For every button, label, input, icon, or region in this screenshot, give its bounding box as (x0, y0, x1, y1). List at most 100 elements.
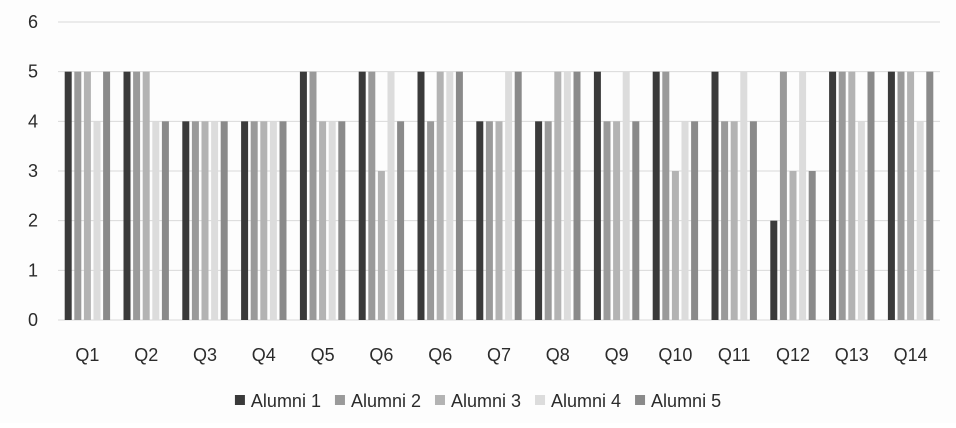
bar-alumni-2-q7 (485, 121, 493, 320)
bar-alumni-3-q3 (201, 121, 209, 320)
bar-alumni-2-q10 (662, 71, 670, 321)
y-tick-label: 4 (28, 111, 38, 131)
x-category-label: Q13 (835, 345, 869, 365)
bar-alumni-1-q2 (123, 71, 131, 321)
bar-alumni-5-q6 (397, 121, 405, 320)
bar-alumni-5-q6 (455, 71, 463, 321)
bar-alumni-2-q2 (133, 71, 141, 321)
bar-alumni-1-q12 (770, 220, 778, 320)
x-category-label: Q8 (546, 345, 570, 365)
bar-alumni-1-q6 (358, 71, 366, 321)
bar-alumni-4-q6 (446, 71, 454, 321)
legend-label-alumni-4: Alumni 4 (551, 391, 621, 411)
bar-alumni-5-q9 (632, 121, 640, 320)
bar-alumni-1-q11 (711, 71, 719, 321)
bar-alumni-1-q13 (829, 71, 837, 321)
x-category-label: Q1 (75, 345, 99, 365)
bar-alumni-4-q13 (857, 121, 865, 320)
x-category-label: Q6 (428, 345, 452, 365)
bar-alumni-4-q4 (269, 121, 277, 320)
y-tick-label: 0 (28, 310, 38, 330)
bar-alumni-2-q8 (544, 121, 552, 320)
x-category-label: Q2 (134, 345, 158, 365)
legend-swatch-alumni-2 (334, 395, 345, 405)
bar-alumni-2-q6 (368, 71, 376, 321)
bar-alumni-3-q4 (260, 121, 268, 320)
bar-alumni-2-q11 (721, 121, 729, 320)
bar-alumni-5-q10 (691, 121, 699, 320)
legend-label-alumni-3: Alumni 3 (451, 391, 521, 411)
bar-alumni-1-q5 (299, 71, 307, 321)
bar-alumni-2-q1 (74, 71, 82, 321)
bar-alumni-3-q11 (730, 121, 738, 320)
bar-alumni-1-q3 (182, 121, 190, 320)
bar-alumni-1-q8 (535, 121, 543, 320)
bar-alumni-5-q11 (749, 121, 757, 320)
bar-alumni-2-q4 (250, 121, 258, 320)
bar-alumni-2-q6 (427, 121, 435, 320)
x-category-label: Q7 (487, 345, 511, 365)
x-category-label: Q5 (311, 345, 335, 365)
x-axis-categories: Q1 Q2 Q3 Q4 Q5 Q6 Q6 Q7 Q8 Q9 Q10 Q11 Q12 Q13 Q14 (75, 345, 927, 365)
bar-alumni-4-q5 (328, 121, 336, 320)
bar-alumni-1-q7 (476, 121, 484, 320)
bar-alumni-3-q9 (613, 121, 621, 320)
x-category-label: Q11 (718, 345, 751, 365)
bar-alumni-2-q5 (309, 71, 317, 321)
bar-alumni-2-q3 (191, 121, 199, 320)
bar-alumni-4-q2 (152, 121, 160, 320)
bar-alumni-2-q14 (897, 71, 905, 321)
bar-alumni-4-q11 (740, 71, 748, 321)
legend: Alumni 1 Alumni 2 Alumni 3 Alumni 4 Alumni 5 (234, 391, 721, 411)
bar-alumni-5-q4 (279, 121, 287, 320)
x-category-label: Q12 (776, 345, 810, 365)
legend-label-alumni-2: Alumni 2 (351, 391, 421, 411)
x-category-label: Q4 (252, 345, 276, 365)
bar-alumni-3-q7 (495, 121, 503, 320)
bar-alumni-3-q10 (671, 171, 679, 320)
bar-alumni-1-q9 (593, 71, 601, 321)
bar-alumni-5-q2 (161, 121, 169, 320)
bar-alumni-5-q14 (926, 71, 934, 321)
bar-alumni-1-q10 (652, 71, 660, 321)
bar-alumni-4-q10 (681, 121, 689, 320)
bar-alumni-3-q8 (554, 71, 562, 321)
bar-alumni-4-q12 (799, 71, 807, 321)
bar-alumni-4-q9 (622, 71, 630, 321)
bar-alumni-5-q13 (867, 71, 875, 321)
bar-alumni-3-q12 (789, 171, 797, 320)
y-tick-label: 5 (28, 62, 38, 82)
bar-alumni-4-q1 (93, 121, 101, 320)
x-category-label: Q3 (193, 345, 217, 365)
bar-alumni-1-q1 (64, 71, 72, 321)
legend-swatch-alumni-3 (434, 395, 445, 405)
bar-alumni-2-q9 (603, 121, 611, 320)
legend-swatch-alumni-4 (535, 395, 546, 405)
bar-alumni-3-q6 (377, 171, 385, 320)
bar-alumni-3-q14 (907, 71, 915, 321)
x-category-label: Q10 (658, 345, 692, 365)
legend-label-alumni-1: Alumni 1 (251, 391, 321, 411)
bar-alumni-3-q2 (142, 71, 150, 321)
bar-alumni-5-q8 (573, 71, 581, 321)
y-axis-ticks: 0 1 2 3 4 5 6 (28, 12, 38, 330)
y-tick-label: 2 (28, 211, 38, 231)
bar-alumni-1-q4 (241, 121, 249, 320)
bar-alumni-4-q7 (505, 71, 513, 321)
bar-alumni-4-q6 (387, 71, 395, 321)
bar-alumni-2-q12 (779, 71, 787, 321)
bar-alumni-3-q13 (848, 71, 856, 321)
y-tick-label: 6 (28, 12, 38, 32)
bar-alumni-4-q8 (563, 71, 571, 321)
bar-alumni-5-q7 (514, 71, 522, 321)
legend-label-alumni-5: Alumni 5 (651, 391, 721, 411)
bar-alumni-2-q13 (838, 71, 846, 321)
bar-alumni-3-q6 (436, 71, 444, 321)
legend-swatch-alumni-5 (635, 395, 646, 405)
bars (64, 71, 934, 321)
bar-alumni-4-q3 (211, 121, 219, 320)
legend-swatch-alumni-1 (234, 395, 245, 405)
x-category-label: Q14 (894, 345, 928, 365)
